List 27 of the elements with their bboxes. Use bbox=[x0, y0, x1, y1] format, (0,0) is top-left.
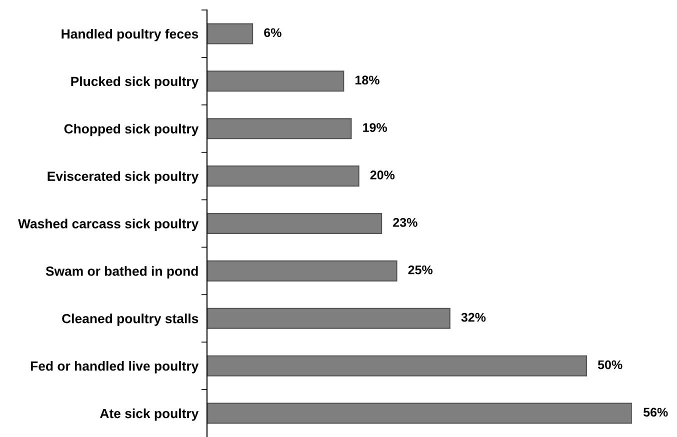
data-label: 19% bbox=[363, 123, 387, 132]
data-label: 23% bbox=[393, 218, 418, 227]
data-label: 20% bbox=[370, 170, 395, 180]
data-label: 56% bbox=[643, 408, 668, 417]
y-tick-label: Ate sick poultry bbox=[100, 408, 199, 421]
data-label: 32% bbox=[461, 312, 486, 322]
data-label: 25% bbox=[408, 265, 433, 274]
bar bbox=[207, 166, 360, 187]
data-label: 6% bbox=[264, 28, 282, 38]
bar bbox=[207, 308, 450, 329]
bar bbox=[207, 260, 398, 282]
bar bbox=[207, 70, 344, 92]
bar bbox=[207, 355, 588, 376]
y-tick-label: Eviscerated sick poultry bbox=[48, 171, 199, 184]
bar bbox=[207, 23, 254, 44]
y-tick-label: Fed or handled live poultry bbox=[30, 361, 199, 374]
y-tick-label: Handled poultry feces bbox=[62, 28, 198, 42]
y-tick-label: Swam or bathed in pond bbox=[46, 266, 198, 278]
data-label: 50% bbox=[598, 360, 622, 370]
bar bbox=[207, 402, 632, 424]
bar bbox=[207, 118, 352, 140]
y-tick-label: Chopped sick poultry bbox=[64, 124, 199, 136]
data-label: 18% bbox=[356, 76, 380, 85]
bar bbox=[207, 212, 382, 234]
y-tick-label: Plucked sick poultry bbox=[71, 76, 199, 89]
y-tick-label: Cleaned poultry stalls bbox=[62, 314, 198, 326]
y-tick-label: Washed carcass sick poultry bbox=[18, 218, 199, 232]
